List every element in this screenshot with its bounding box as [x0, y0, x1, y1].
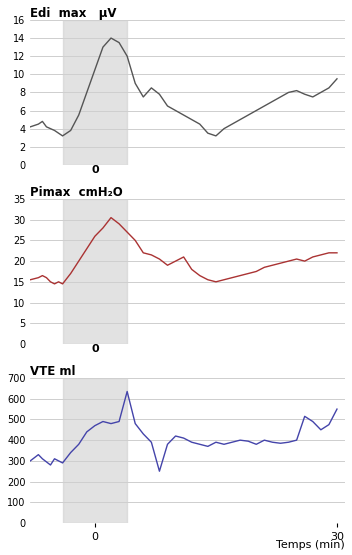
Bar: [63, 378, 127, 523]
Text: VTE ml: VTE ml: [30, 365, 76, 378]
Text: Pimax  cmH₂O: Pimax cmH₂O: [30, 186, 123, 199]
Text: 0: 0: [91, 165, 99, 175]
Text: Edi  max   μV: Edi max μV: [30, 7, 117, 20]
Text: Temps (min): Temps (min): [276, 541, 345, 551]
Text: 0: 0: [91, 344, 99, 354]
Bar: [63, 199, 127, 344]
Bar: [63, 20, 127, 165]
